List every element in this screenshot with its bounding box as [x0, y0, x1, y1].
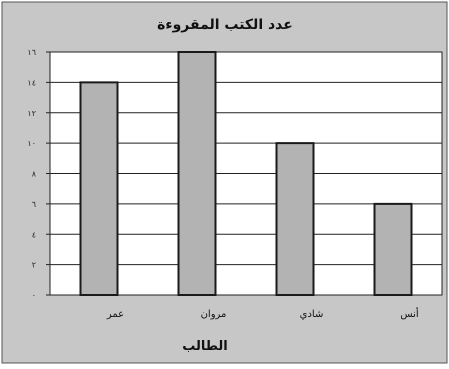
x-tick-label: أنس	[400, 307, 419, 320]
x-tick-label: شادي	[300, 309, 324, 320]
y-tick-label: ١٠	[27, 139, 36, 148]
y-tick-label: ٢	[32, 261, 36, 270]
x-tick-label: مروان	[201, 309, 227, 320]
y-axis-ticks: ٠ ٢ ٤ ٦ ٨ ١٠ ١٢ ١٤ ١٦	[27, 48, 50, 300]
x-tick-label: عمر	[106, 309, 124, 320]
bar	[275, 142, 315, 296]
bar	[177, 51, 217, 296]
bars	[79, 51, 413, 296]
y-tick-label: ١٤	[27, 78, 36, 87]
y-tick-label: ١٦	[27, 48, 36, 57]
chart-title: عدد الكتب المقروءة	[157, 17, 293, 33]
y-tick-label: ٠	[32, 291, 36, 300]
y-tick-label: ٦	[32, 200, 36, 209]
bar	[373, 202, 413, 296]
y-tick-label: ١٢	[27, 109, 36, 118]
x-axis-ticks: عمر مروان شادي أنس	[106, 307, 419, 320]
x-axis-label: الطالب	[182, 339, 228, 354]
y-tick-label: ٨	[32, 170, 37, 179]
bar	[79, 81, 119, 296]
y-tick-label: ٤	[32, 230, 36, 239]
